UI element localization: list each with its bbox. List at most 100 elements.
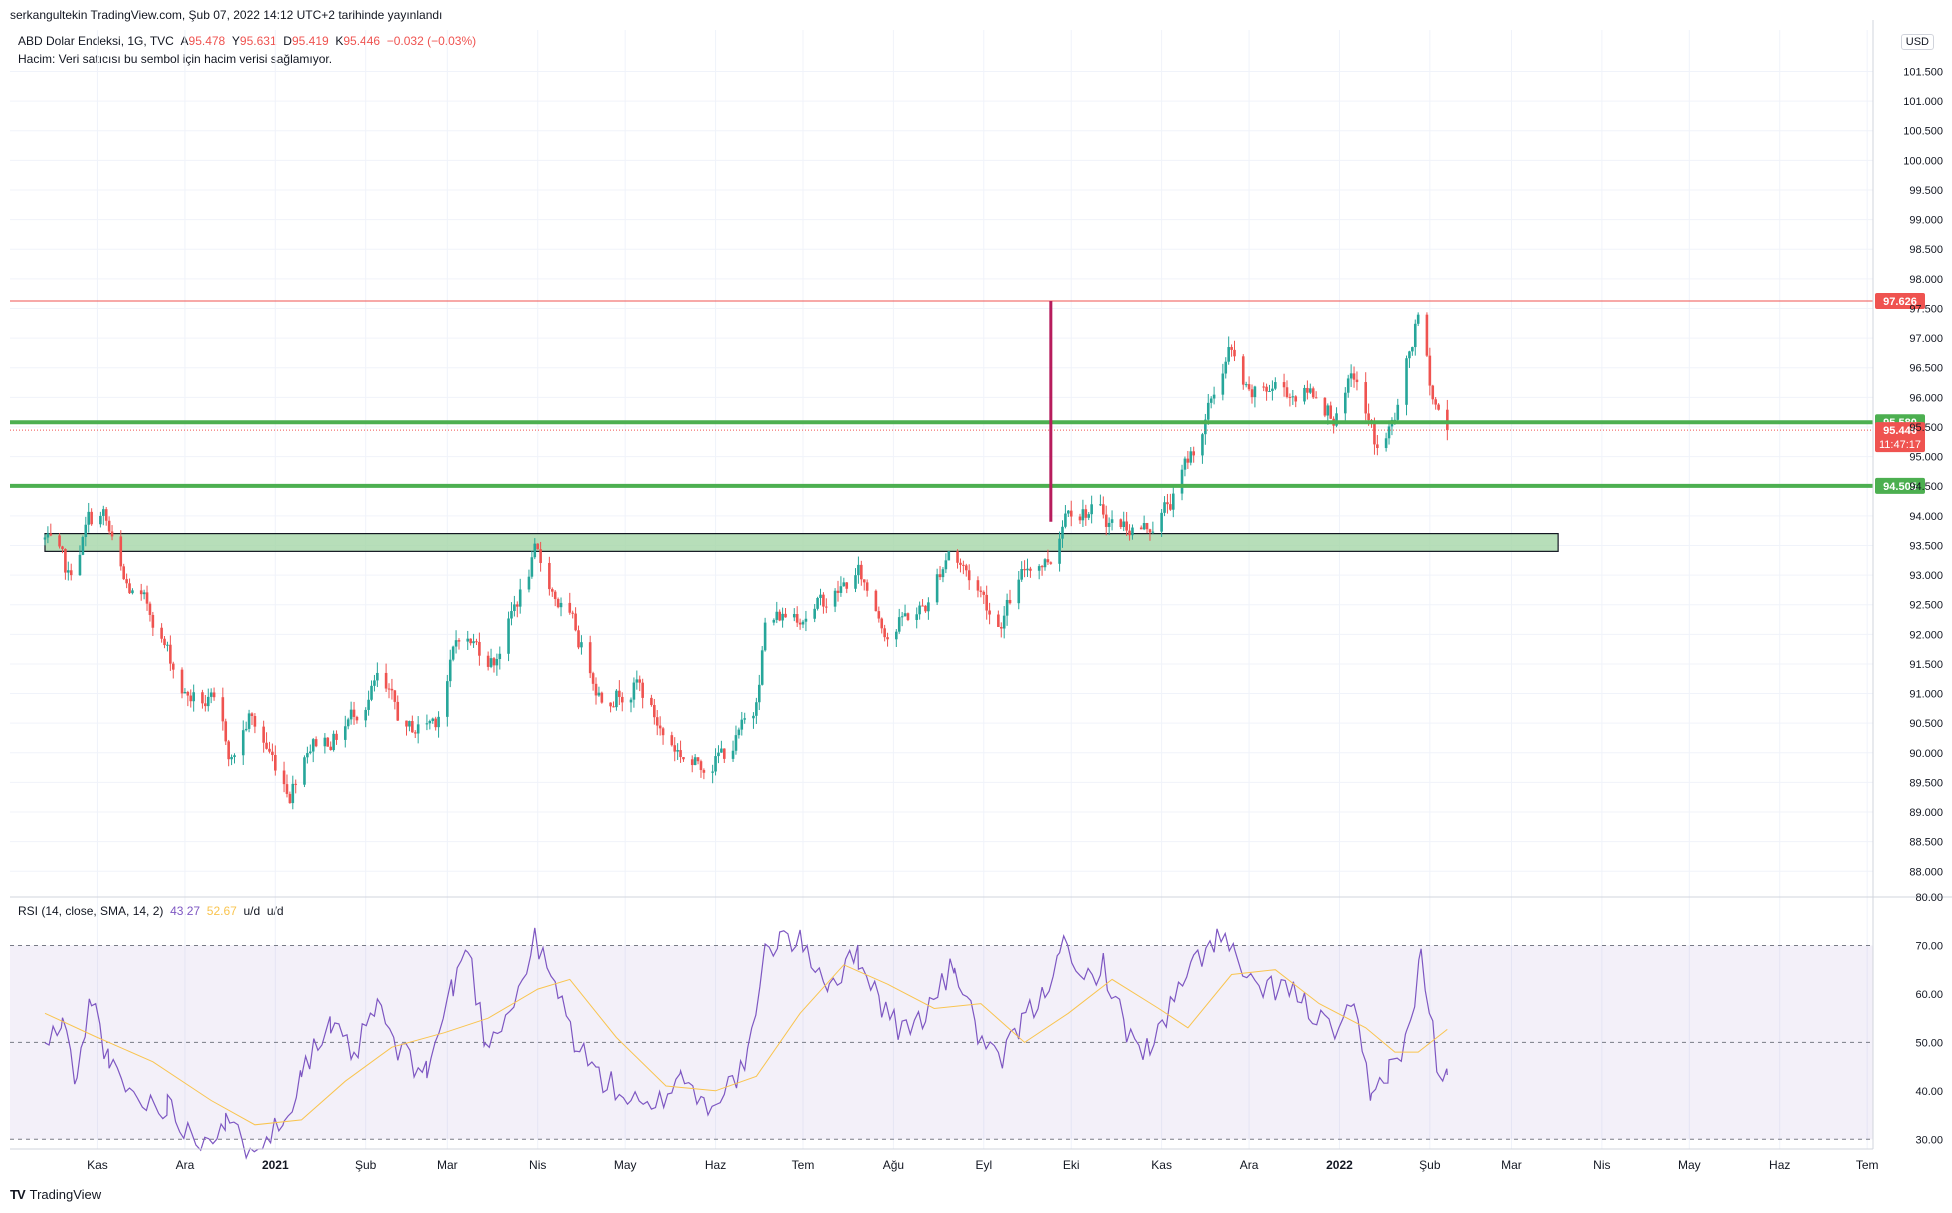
candle-body — [387, 688, 391, 690]
candle-body — [999, 626, 1003, 629]
candle-body — [915, 614, 919, 620]
countdown-label: 11:47:17 — [1879, 439, 1921, 451]
candle-body — [81, 537, 85, 555]
candle-body — [962, 564, 965, 566]
candle-body — [1306, 387, 1309, 393]
candle-body — [1323, 397, 1327, 416]
candle-body — [609, 702, 612, 707]
tradingview-brand[interactable]: TV TradingView — [10, 1187, 101, 1202]
candle-body — [1303, 387, 1306, 402]
candle-body — [874, 590, 878, 612]
candle-body — [457, 640, 461, 642]
candles-layer — [43, 312, 1449, 810]
candle-body — [192, 692, 195, 702]
candle-body — [262, 726, 265, 743]
candle-body — [629, 699, 633, 703]
candle-body — [1428, 355, 1432, 386]
candle-body — [1282, 382, 1286, 388]
candle-body — [615, 690, 618, 708]
candle-body — [1253, 386, 1257, 398]
candle-body — [413, 732, 417, 734]
candle-body — [833, 590, 837, 607]
candle-body — [641, 682, 644, 698]
time-tick-label: Şub — [1419, 1158, 1441, 1172]
candle-body — [679, 750, 682, 758]
candle-body — [64, 549, 67, 573]
currency-badge[interactable]: USD — [1900, 34, 1934, 50]
price-tick-label: 93.000 — [1909, 570, 1943, 582]
price-tick-label: 90.500 — [1909, 718, 1943, 730]
price-tick-label: 91.000 — [1909, 689, 1943, 701]
price-tick-label: 97.000 — [1909, 333, 1943, 345]
candle-body — [396, 701, 400, 721]
candle-body — [658, 725, 662, 729]
candle-body — [839, 586, 843, 593]
candle-body — [836, 590, 840, 593]
candle-body — [1058, 538, 1061, 564]
rsi-pane — [10, 896, 1952, 1160]
candle-body — [434, 718, 437, 728]
candle-body — [282, 770, 286, 785]
candle-body — [548, 562, 551, 590]
candle-body — [125, 579, 128, 584]
candle-body — [475, 641, 478, 643]
candle-body — [1265, 386, 1268, 392]
candle-body — [1364, 382, 1368, 414]
low-label: D — [283, 34, 292, 48]
candle-body — [740, 719, 744, 730]
candle-body — [1274, 382, 1277, 389]
candle-body — [160, 627, 163, 639]
rsi-tick-label: 80.00 — [1915, 892, 1943, 904]
candle-body — [1046, 559, 1050, 563]
candle-body — [469, 638, 472, 644]
candle-body — [1145, 523, 1149, 530]
candle-body — [323, 737, 327, 747]
brand-name: TradingView — [29, 1187, 102, 1202]
candle-body — [1233, 349, 1236, 357]
candle-body — [1023, 569, 1026, 571]
candle-body — [250, 713, 254, 717]
candle-body — [101, 509, 105, 516]
candle-body — [1043, 559, 1047, 568]
candle-body — [816, 597, 819, 609]
candle-body — [711, 771, 714, 773]
time-tick-label: Tem — [792, 1158, 815, 1172]
time-tick-label: Ara — [1240, 1158, 1259, 1172]
candle-body — [1311, 388, 1315, 398]
candle-body — [489, 658, 493, 667]
candle-body — [1413, 323, 1417, 348]
time-tick-label: Tem — [1856, 1158, 1879, 1172]
candle-body — [618, 690, 621, 697]
candle-body — [355, 716, 359, 721]
candle-body — [1431, 385, 1435, 400]
symbol-legend[interactable]: ABD Dolar Endeksi, 1G, TVC A95.478 Y95.6… — [18, 34, 476, 48]
candle-body — [530, 557, 534, 577]
candle-body — [941, 569, 945, 578]
candle-body — [1040, 566, 1044, 568]
price-tick-label: 97.500 — [1909, 303, 1943, 315]
time-tick-label: Nis — [529, 1158, 546, 1172]
candle-body — [139, 590, 143, 595]
volume-note: Hacim: Veri satıcısı bu sembol için haci… — [18, 52, 333, 66]
candle-body — [696, 757, 700, 762]
candle-body — [588, 642, 592, 674]
candle-body — [390, 688, 394, 691]
candle-body — [720, 748, 723, 753]
candle-body — [171, 663, 175, 670]
candle-body — [515, 604, 519, 607]
candle-body — [498, 653, 502, 660]
candle-body — [900, 616, 904, 618]
candle-body — [670, 735, 674, 746]
rsi-sma-line — [44, 964, 1448, 1126]
candle-body — [224, 721, 228, 742]
candle-body — [1291, 396, 1295, 398]
candle-body — [119, 536, 123, 567]
candle-body — [1446, 409, 1449, 431]
candle-body — [241, 730, 245, 756]
candle-body — [897, 617, 901, 632]
candle-body — [186, 691, 190, 696]
candle-body — [189, 695, 193, 702]
candle-body — [722, 748, 726, 759]
time-tick-label: Kas — [87, 1158, 108, 1172]
